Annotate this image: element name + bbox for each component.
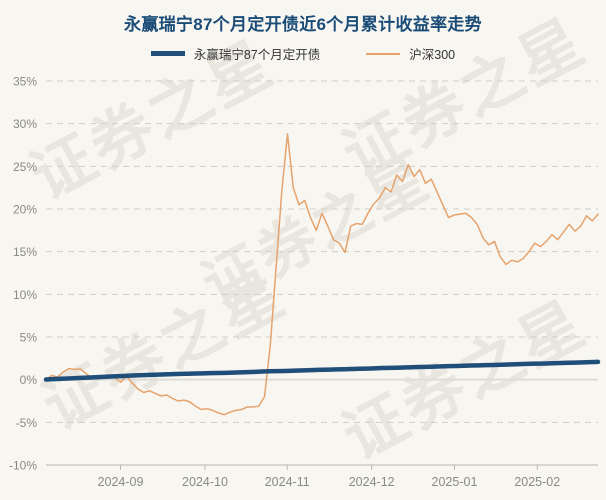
legend-label-fund: 永赢瑞宁87个月定开债: [193, 48, 321, 62]
y-axis-labels: 35% 30% 25% 20% 15% 10% 5% 0% -5% -10%: [9, 75, 37, 473]
x-axis-tick-label: 2024-10: [182, 475, 228, 489]
y-axis-tick-label: 15%: [13, 245, 37, 259]
y-axis-tick-label: 5%: [20, 331, 38, 345]
x-axis-tick-label: 2024-09: [98, 475, 144, 489]
x-axis-tick-label: 2024-11: [265, 475, 310, 489]
x-axis-tick-label: 2025-02: [514, 475, 560, 489]
y-axis-tick-label: 35%: [13, 75, 37, 89]
legend-swatch-fund-icon: [150, 51, 185, 56]
y-axis-tick-label: 20%: [13, 203, 37, 217]
x-axis-tick-label: 2025-01: [432, 475, 478, 489]
legend-item-fund[interactable]: 永赢瑞宁87个月定开债: [150, 44, 321, 63]
legend-label-benchmark: 沪深300: [409, 48, 456, 62]
legend-item-benchmark[interactable]: 沪深300: [366, 44, 455, 63]
y-axis-tick-label: -10%: [9, 459, 37, 473]
y-axis-tick-label: 0%: [20, 373, 38, 387]
x-axis-labels: 2024-09 2024-10 2024-11 2024-12 2025-01 2025-…: [98, 475, 561, 489]
series-line-fund: [43, 359, 601, 382]
y-axis-tick-label: 10%: [13, 288, 37, 302]
series-line-benchmark: [45, 133, 599, 416]
y-axis-tick-label: 25%: [13, 160, 37, 174]
chart-title: 永赢瑞宁87个月定开债近6个月累计收益率走势: [124, 15, 482, 34]
x-axis-tick-label: 2024-12: [349, 475, 395, 489]
y-axis-tick-label: -5%: [16, 416, 38, 430]
axis-lines: [46, 378, 598, 470]
chart-legend: 永赢瑞宁87个月定开债 沪深300: [0, 44, 606, 63]
y-axis-tick-label: 30%: [13, 117, 37, 131]
legend-swatch-benchmark-icon: [366, 52, 401, 55]
